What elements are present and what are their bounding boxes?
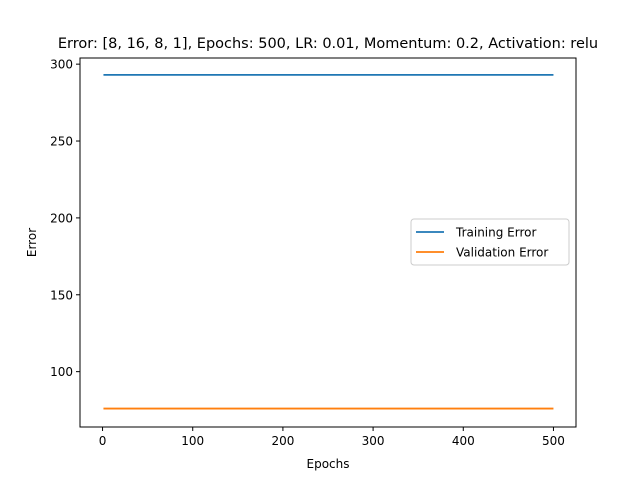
legend: Training Error Validation Error bbox=[410, 218, 570, 266]
x-tick-label-4: 400 bbox=[452, 434, 475, 448]
x-tick-label-0: 0 bbox=[99, 434, 107, 448]
x-axis-label: Epochs bbox=[307, 457, 350, 471]
legend-label-1: Validation Error bbox=[456, 246, 548, 260]
legend-box bbox=[410, 218, 570, 266]
plot-frame bbox=[79, 57, 577, 428]
x-axis-ticks: 0 100 200 300 400 500 bbox=[99, 427, 565, 448]
x-tick-label-1: 100 bbox=[181, 434, 204, 448]
y-tick-label-4: 300 bbox=[50, 58, 73, 72]
x-tick-label-2: 200 bbox=[271, 434, 294, 448]
y-axis-label: Error bbox=[25, 228, 39, 257]
chart-title: Error: [8, 16, 8, 1], Epochs: 500, LR: 0… bbox=[58, 36, 598, 52]
y-tick-label-3: 250 bbox=[50, 135, 73, 149]
y-tick-label-2: 200 bbox=[50, 211, 73, 225]
y-axis-ticks: 100 150 200 250 300 bbox=[50, 58, 80, 379]
legend-label-0: Training Error bbox=[455, 226, 536, 240]
x-tick-label-5: 500 bbox=[542, 434, 565, 448]
series-lines bbox=[103, 74, 554, 410]
y-tick-label-1: 150 bbox=[50, 288, 73, 302]
x-tick-label-3: 300 bbox=[362, 434, 385, 448]
y-tick-label-0: 100 bbox=[50, 365, 73, 379]
